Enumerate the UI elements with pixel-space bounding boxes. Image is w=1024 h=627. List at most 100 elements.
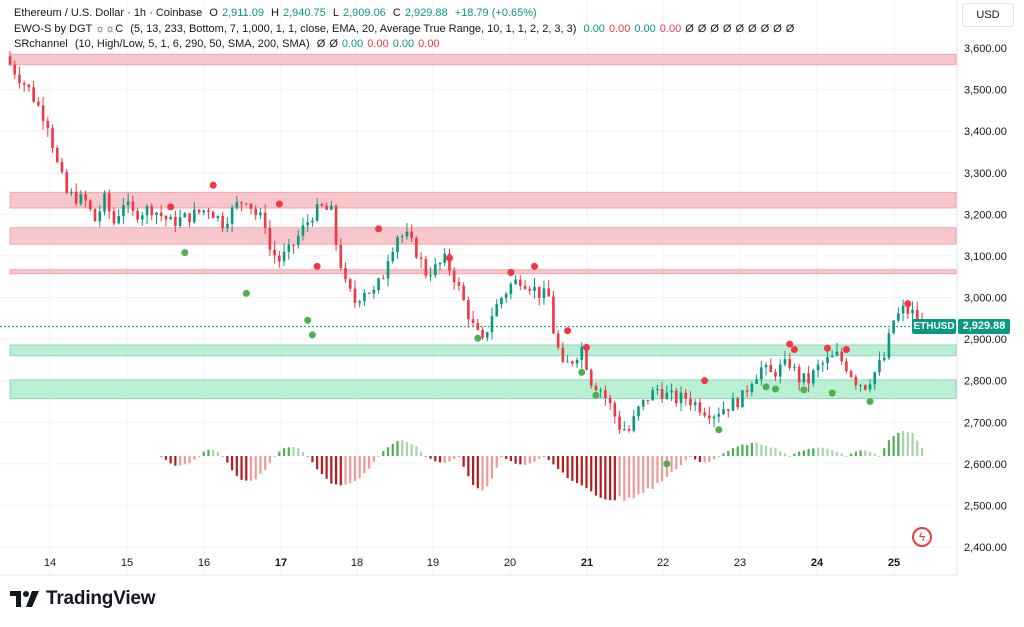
ewo-value: Ø [735,23,745,35]
oscillator-bar [845,456,848,457]
oscillator-bar [594,456,598,496]
oscillator-bar [854,451,857,456]
sell-signal-marker [209,181,217,189]
candle-body [627,429,631,431]
oscillator-bar [183,456,186,465]
buy-signal-marker [762,383,770,391]
candle-body [887,333,891,358]
oscillator-bar [160,456,163,457]
resistance-zone [9,269,957,275]
oscillator-bar [164,456,168,460]
sell-signal-marker [313,262,321,270]
ewo-value: Ø [760,23,770,35]
oscillator-bar [282,448,286,456]
time-tick-label: 24 [811,557,824,569]
oscillator-bar [405,442,409,456]
candle-body [665,392,669,399]
candle-body [788,359,791,368]
oscillator-bar [731,448,735,456]
ewo-name[interactable]: EWO-S by DGT ☼☼C [14,23,124,35]
price-tick-label: 3,000.00 [964,293,1007,305]
legend-srchannel[interactable]: SRchannel (10, High/Low, 5, 1, 6, 290, 5… [14,37,448,51]
candle-body [495,304,499,317]
candle-body [769,364,773,373]
oscillator-bar [642,456,645,493]
sell-signal-marker [823,344,831,352]
candle-body [797,366,801,383]
oscillator-bar [627,456,631,498]
srchannel-name[interactable]: SRchannel [14,38,68,50]
oscillator-bar [476,456,479,489]
time-axis: 14 15 16 17 18 19 20 21 22 23 24 25 [44,557,900,569]
buy-signal-marker [866,397,874,405]
candle-body [178,217,182,226]
srchannel-values: Ø Ø 0.00 0.00 0.00 0.00 [317,38,444,50]
candle-body [897,313,900,321]
price-axis: 3,600.00 3,500.00 3,400.00 3,300.00 3,200.00… [964,43,1007,554]
candle-body [103,193,106,212]
oscillator-bar [864,450,867,456]
candle-body [882,357,886,361]
candle-body [353,288,357,303]
candle-body [98,211,102,222]
oscillator-bar [505,456,508,459]
oscillator-bar [500,456,503,457]
candle-body [845,361,848,372]
time-tick-label: 15 [121,557,133,569]
oscillator-bar [462,456,465,467]
price-tick-label: 3,500.00 [964,85,1007,97]
currency-button[interactable]: USD [962,3,1014,27]
candle-body [523,285,527,289]
price-tick-label: 2,500.00 [964,500,1007,512]
candle-body [159,212,163,216]
candle-body [131,201,135,211]
candle-body [585,346,588,370]
candle-body [410,231,413,239]
oscillator-bar [542,456,546,457]
candle-body [462,285,465,301]
candle-body [174,217,177,226]
oscillator-bar [637,456,640,495]
candles [8,51,924,434]
oscillator-bar [311,456,314,463]
candle-body [533,286,536,291]
oscillator-bar [230,456,234,471]
oscillator-bar [344,456,347,485]
price-tick-label: 3,300.00 [964,168,1007,180]
candle-body [74,191,78,204]
oscillator-bar [202,451,205,456]
candle-body [79,194,83,204]
oscillator-bar [916,440,919,456]
oscillator-bar [443,456,446,463]
close-label: C [392,7,401,19]
candle-body [301,225,305,236]
oscillator-bar [519,456,522,465]
ewo-values: 0.00 0.00 0.00 0.00 Ø Ø Ø Ø Ø Ø Ø Ø Ø [584,23,799,35]
candle-body [363,292,366,302]
tradingview-logo[interactable]: TradingView [10,588,156,610]
candle-body [358,301,361,303]
lightning-icon[interactable]: ϟ [912,527,932,547]
candle-body [188,213,191,223]
candle-body [41,105,45,121]
candle-body [660,389,664,399]
candle-body [514,279,517,285]
oscillator-bar [920,448,924,456]
legend-ewo[interactable]: EWO-S by DGT ☼☼C (5, 13, 233, Bottom, 7,… [14,22,802,36]
candle-body [826,357,829,364]
srchannel-value: Ø [316,38,326,50]
oscillator-bar [169,456,172,464]
buy-signal-marker [308,331,316,339]
candle-body [849,371,853,378]
candle-body [859,385,862,387]
candle-body [547,288,550,297]
oscillator-bar [831,450,834,456]
oscillator-bar [254,456,257,480]
symbol-title[interactable]: Ethereum / U.S. Dollar · 1h · Coinbase [14,7,203,19]
brand-name: TradingView [46,588,156,609]
oscillator-bar [410,444,413,456]
oscillator-bar [212,449,215,456]
candle-body [433,264,437,276]
candle-body [604,390,607,398]
